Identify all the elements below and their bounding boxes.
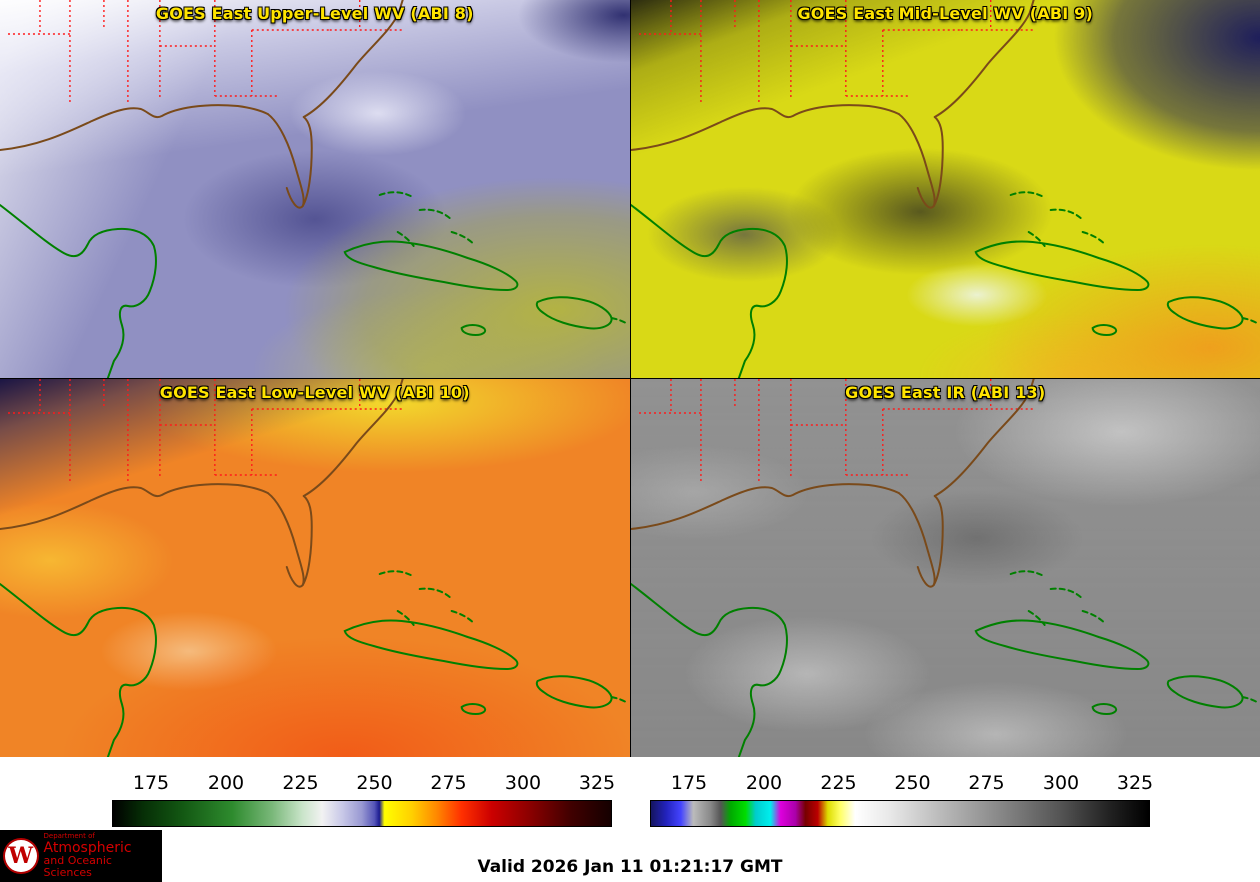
panel-title-ir: GOES East IR (ABI 13) [845,383,1046,402]
colorbar-tick: 250 [356,772,393,794]
wv-colorbar-ticks: 175 200 225 250 275 300 325 [112,772,616,798]
wv-colorbar: 175 200 225 250 275 300 325 [112,772,616,828]
colorbar-tick: 175 [670,772,708,794]
panel-title-upper-level-wv: GOES East Upper-Level WV (ABI 8) [155,4,474,23]
uw-crest-icon: W [3,838,39,874]
colorbar-tick: 275 [968,772,1005,794]
map-overlay [631,379,1260,757]
colorbar-tick: 200 [207,772,245,794]
colorbar-tick: 250 [894,772,931,794]
panel-title-mid-level-wv: GOES East Mid-Level WV (ABI 9) [797,4,1094,23]
colorbar-tick: 300 [504,772,542,794]
uw-aos-logo: W Department of Atmospheric and Oceanic … [0,830,162,882]
map-overlay [0,379,630,757]
imagery-grid: GOES East Upper-Level WV (ABI 8) GOES Ea… [0,0,1260,757]
colorbar-tick: 200 [745,772,783,794]
colorbar-tick: 225 [820,772,857,794]
logo-line1: Atmospheric [43,839,132,856]
logo-text: Department of Atmospheric and Oceanic Sc… [43,832,163,880]
map-overlay [0,0,630,378]
ir-colorbar-ticks: 175 200 225 250 275 300 325 [650,772,1154,798]
ir-colorbar-gradient [650,800,1150,827]
map-overlay [631,0,1260,378]
colorbar-tick: 325 [1116,772,1154,794]
colorbar-tick: 300 [1042,772,1080,794]
valid-time-label: Valid 2026 Jan 11 01:21:17 GMT [477,857,783,877]
panel-title-low-level-wv: GOES East Low-Level WV (ABI 10) [159,383,470,402]
panel-low-level-wv: GOES East Low-Level WV (ABI 10) [0,379,630,757]
colorbar-tick: 175 [132,772,170,794]
logo-dept-line: Department of [43,832,95,841]
colorbar-tick: 325 [578,772,616,794]
panel-mid-level-wv: GOES East Mid-Level WV (ABI 9) [630,0,1260,378]
ir-colorbar: 175 200 225 250 275 300 325 [650,772,1154,828]
logo-line2: and Oceanic Sciences [43,854,112,880]
panel-ir: GOES East IR (ABI 13) [630,379,1260,757]
panel-upper-level-wv: GOES East Upper-Level WV (ABI 8) [0,0,630,378]
colorbar-tick: 275 [430,772,467,794]
wv-colorbar-gradient [112,800,612,827]
colorbar-tick: 225 [282,772,319,794]
